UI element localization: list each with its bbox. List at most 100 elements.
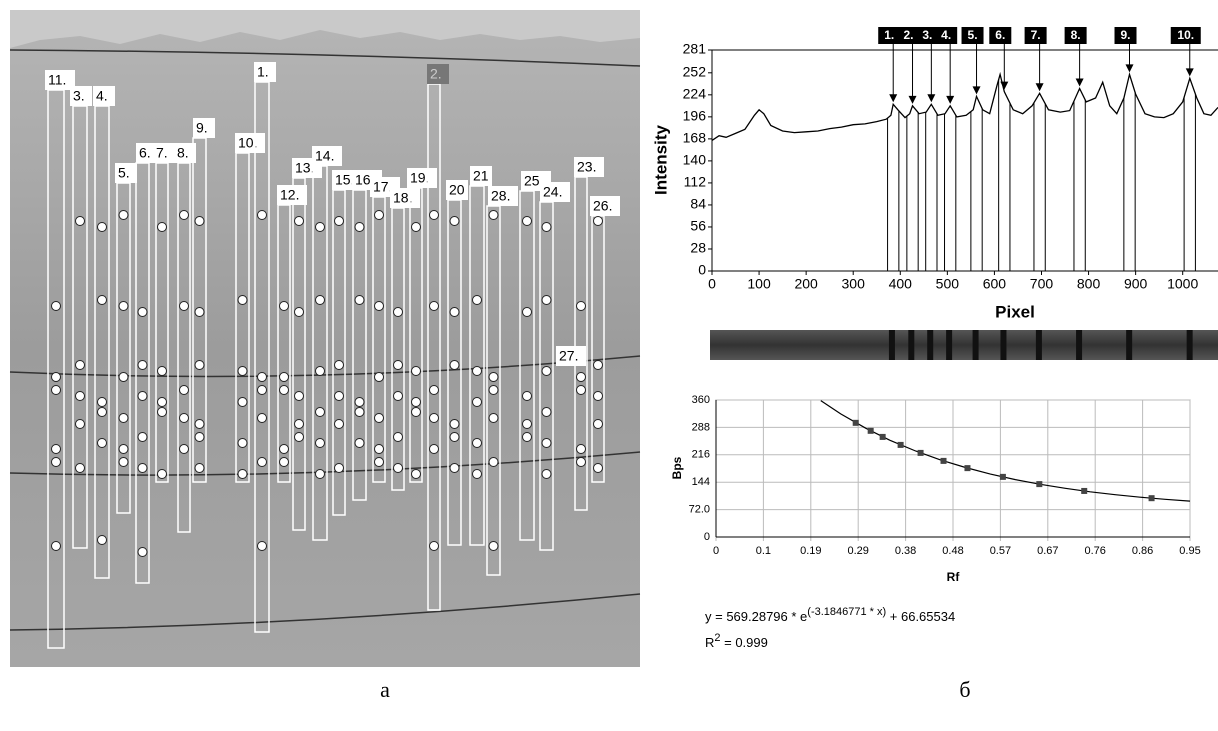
x-tick-label: 200 bbox=[794, 276, 818, 292]
lane-label: 23. bbox=[577, 159, 596, 175]
band-dot bbox=[75, 360, 85, 370]
lane-label-box bbox=[427, 64, 449, 84]
gel-line bbox=[9, 49, 641, 67]
band-dot bbox=[237, 366, 248, 376]
band-dot bbox=[51, 372, 61, 382]
band-dot bbox=[411, 469, 421, 479]
y-tick-label: 0 bbox=[698, 262, 706, 278]
y-tick-label: 84 bbox=[690, 196, 706, 212]
y-axis-label: Bps bbox=[670, 456, 684, 479]
lane-label: 14. bbox=[315, 148, 334, 164]
band-dot bbox=[488, 541, 499, 551]
band-dot bbox=[354, 222, 365, 232]
arrow-head bbox=[1075, 78, 1084, 87]
annotation-box bbox=[1064, 27, 1087, 44]
band-dot bbox=[393, 307, 403, 317]
band-dot bbox=[522, 432, 532, 442]
x-axis-label: Rf bbox=[947, 570, 961, 584]
band-dot bbox=[522, 419, 532, 429]
y-tick-label: 28 bbox=[690, 240, 706, 256]
band-dot bbox=[472, 366, 482, 376]
annotation: 3. bbox=[922, 28, 932, 42]
x-tick-label: 0.57 bbox=[990, 545, 1011, 557]
equation-part: R bbox=[705, 635, 714, 650]
lane-label: 13. bbox=[295, 160, 314, 176]
band-dot bbox=[449, 360, 460, 370]
band-dot bbox=[334, 391, 344, 401]
equation-exponent: 2 bbox=[714, 632, 720, 644]
band-dot bbox=[97, 438, 107, 448]
band-dot bbox=[51, 541, 61, 551]
x-tick-label: 400 bbox=[889, 276, 913, 292]
band-dot bbox=[315, 438, 325, 448]
y-tick-label: 168 bbox=[683, 130, 707, 146]
band-dot bbox=[194, 463, 205, 473]
band-dot bbox=[593, 463, 603, 473]
band-dot bbox=[411, 366, 421, 376]
lane-label: 4. bbox=[96, 88, 108, 104]
band-dot bbox=[118, 210, 129, 220]
band-dot bbox=[194, 216, 205, 226]
band-dot bbox=[488, 413, 499, 423]
point bbox=[1081, 487, 1088, 494]
strip-bands bbox=[888, 330, 1193, 360]
y-tick-label: 0 bbox=[704, 531, 710, 543]
lane-label: 27. bbox=[559, 348, 578, 364]
lane-label: 19. bbox=[410, 170, 429, 186]
band-dot bbox=[118, 444, 129, 454]
annotation: 2. bbox=[904, 28, 914, 42]
lane-label: 8. bbox=[177, 145, 189, 161]
x-tick-label: 700 bbox=[1030, 276, 1054, 292]
band-dot bbox=[279, 372, 289, 382]
annotation-box bbox=[989, 27, 1012, 44]
band-dot bbox=[179, 444, 189, 454]
x-tick-label: 0.1 bbox=[756, 545, 771, 557]
band-dot bbox=[179, 385, 189, 395]
x-tick-label: 0 bbox=[708, 276, 716, 292]
lane-label-box bbox=[590, 196, 620, 216]
band-dot bbox=[354, 295, 365, 305]
band-dot bbox=[334, 360, 344, 370]
lane-label: 21 bbox=[473, 168, 489, 184]
band-dot bbox=[393, 432, 403, 442]
band-dot bbox=[449, 419, 460, 429]
x-tick-label: 0.19 bbox=[800, 545, 821, 557]
gel-body bbox=[10, 30, 640, 667]
x-tick-label: 0.95 bbox=[1179, 545, 1200, 557]
lane-label-box bbox=[312, 146, 342, 166]
band-dot bbox=[157, 407, 167, 417]
y-tick-label: 144 bbox=[692, 476, 710, 488]
y-tick-label: 216 bbox=[692, 449, 710, 461]
annotation: 5. bbox=[968, 28, 978, 42]
band-dot bbox=[137, 391, 148, 401]
lane-label: 20 bbox=[449, 182, 465, 198]
point bbox=[999, 473, 1006, 480]
band-dot bbox=[118, 457, 129, 467]
band-dot bbox=[179, 210, 189, 220]
band-dot bbox=[472, 295, 482, 305]
band-dot bbox=[137, 360, 148, 370]
annotation: 4. bbox=[941, 28, 951, 42]
band-dot bbox=[294, 432, 304, 442]
annotation: 10. bbox=[1177, 28, 1194, 42]
band-dot bbox=[429, 210, 439, 220]
lane-label: 2. bbox=[430, 66, 442, 82]
lane-label: 11. bbox=[48, 72, 66, 88]
band-dot bbox=[137, 547, 148, 557]
band-dot bbox=[593, 391, 603, 401]
band-dot bbox=[75, 391, 85, 401]
band-dot bbox=[354, 397, 365, 407]
lane-label: 12. bbox=[280, 187, 299, 203]
strip-band bbox=[972, 330, 979, 360]
gel-strip bbox=[710, 330, 1218, 360]
band-dot bbox=[257, 210, 267, 220]
band-dot bbox=[194, 419, 205, 429]
band-dot bbox=[97, 535, 107, 545]
x-tick-label: 0 bbox=[713, 545, 719, 557]
x-tick-label: 800 bbox=[1077, 276, 1101, 292]
band-dot bbox=[118, 372, 129, 382]
lane-label: 7. bbox=[156, 145, 168, 161]
equation-part: y = 569.28796 * e bbox=[705, 609, 807, 624]
lane-label: 28. bbox=[491, 188, 510, 204]
